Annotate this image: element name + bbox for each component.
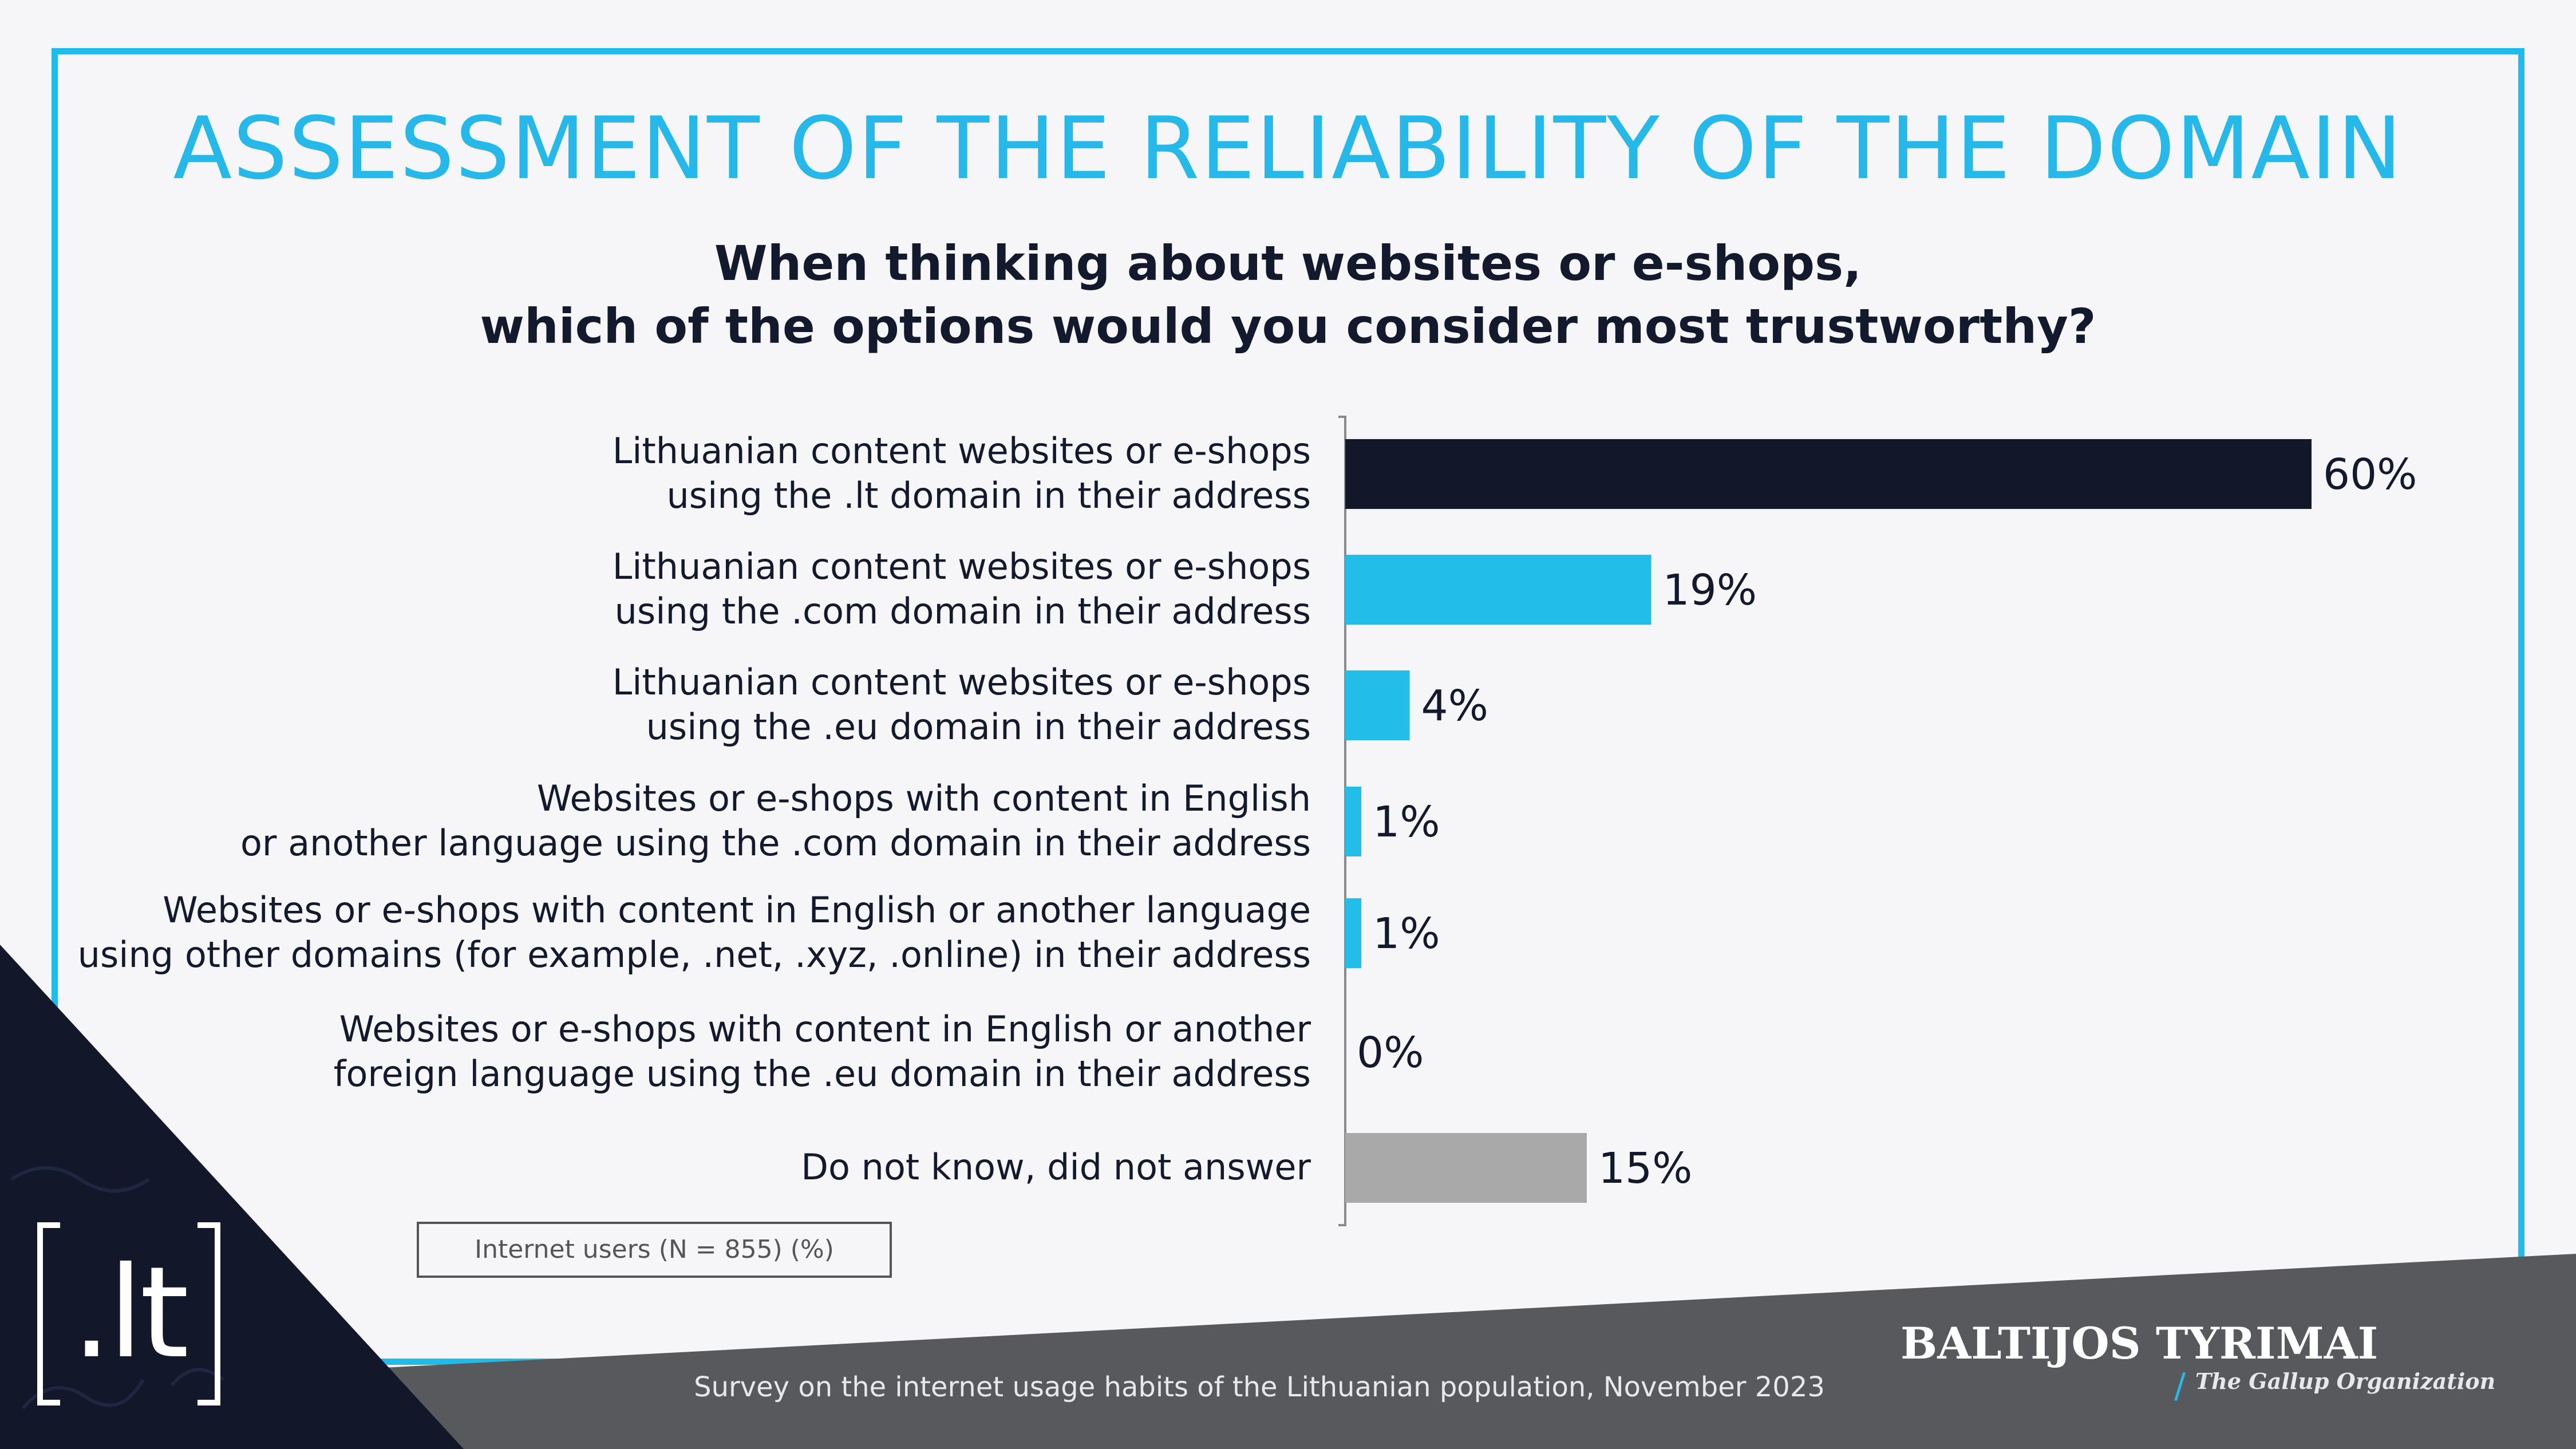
- category-label-3-line-0: Websites or e-shops with content in Engl…: [537, 777, 1311, 819]
- category-label-5-line-1: foreign language using the .eu domain in…: [334, 1053, 1311, 1095]
- brand-subtitle: The Gallup Organization: [2195, 1368, 2496, 1394]
- category-label-0-line-1: using the .lt domain in their address: [667, 475, 1311, 516]
- brand-slash-icon: /: [2174, 1366, 2186, 1406]
- category-label-0-line-0: Lithuanian content websites or e-shops: [613, 430, 1311, 472]
- logo-dark-triangle: [0, 945, 464, 1449]
- bar-4: [1345, 898, 1362, 968]
- value-label-5: 0%: [1357, 1028, 1424, 1077]
- category-label-2-line-0: Lithuanian content websites or e-shops: [613, 661, 1311, 703]
- value-label-4: 1%: [1373, 909, 1440, 958]
- value-label-6: 15%: [1598, 1144, 1692, 1193]
- category-label-5-line-0: Websites or e-shops with content in Engl…: [339, 1008, 1311, 1050]
- left-bracket: [37, 1222, 60, 1405]
- bar-6: [1345, 1133, 1587, 1203]
- bar-3: [1345, 787, 1362, 856]
- category-label-3-line-1: or another language using the .com domai…: [240, 822, 1311, 864]
- value-label-2: 4%: [1421, 681, 1488, 731]
- category-label-1-line-1: using the .com domain in their address: [615, 590, 1311, 632]
- bar-1: [1345, 555, 1652, 625]
- question-line-2: which of the options would you consider …: [480, 298, 2096, 354]
- bar-0: [1345, 439, 2312, 509]
- value-label-3: 1%: [1373, 797, 1440, 847]
- logo-brackets: [37, 1222, 220, 1405]
- category-label-4-line-0: Websites or e-shops with content in Engl…: [163, 889, 1311, 931]
- base-note-text: Internet users (N = 855) (%): [475, 1235, 834, 1264]
- category-label-6-line-0: Do not know, did not answer: [801, 1146, 1311, 1188]
- page-title: ASSESSMENT OF THE RELIABILITY OF THE DOM…: [173, 99, 2403, 199]
- brand-name: BALTIJOS TYRIMAI: [1901, 1318, 2379, 1369]
- survey-caption: Survey on the internet usage habits of t…: [694, 1371, 1825, 1403]
- value-label-1: 19%: [1663, 566, 1757, 615]
- right-bracket: [197, 1222, 220, 1405]
- category-label-1-line-0: Lithuanian content websites or e-shops: [613, 546, 1311, 587]
- value-label-0: 60%: [2323, 450, 2417, 499]
- question-line-1: When thinking about websites or e-shops,: [714, 235, 1862, 291]
- logo-text: .lt: [72, 1239, 189, 1386]
- footer-gray-band: [372, 1254, 2576, 1449]
- bar-2: [1345, 670, 1410, 740]
- category-label-4-line-1: using other domains (for example, .net, …: [78, 934, 1311, 976]
- category-label-2-line-1: using the .eu domain in their address: [646, 706, 1311, 748]
- base-note-box: Internet users (N = 855) (%): [417, 1222, 892, 1278]
